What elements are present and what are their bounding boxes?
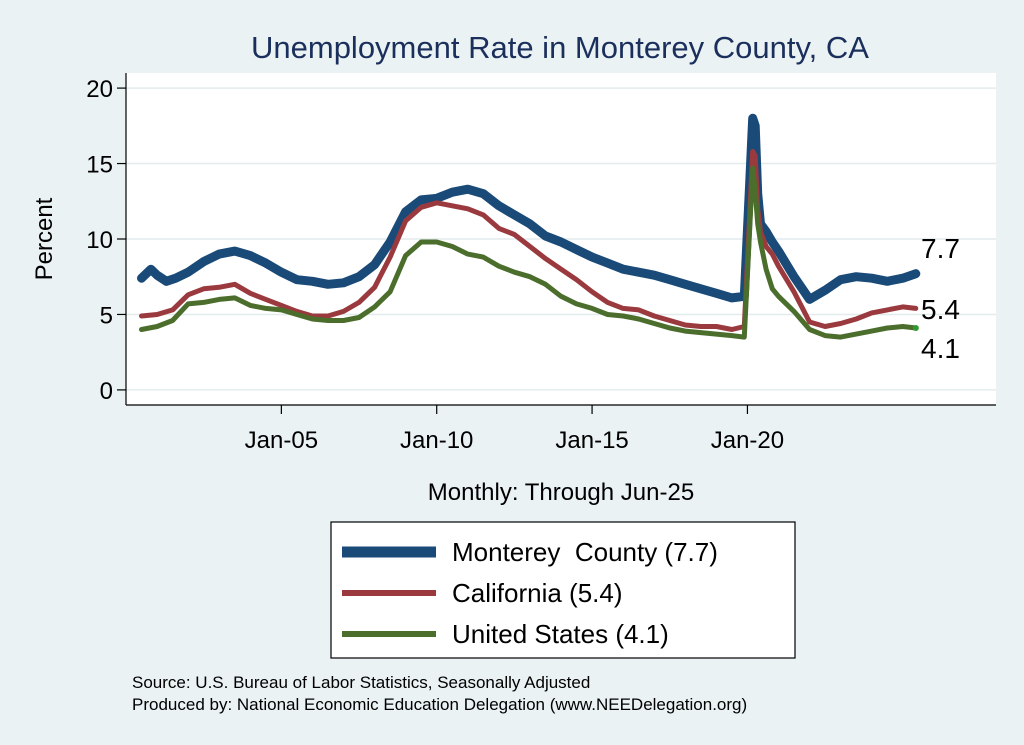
chart-title: Unemployment Rate in Monterey County, CA — [251, 30, 869, 65]
producer-note: Produced by: National Economic Education… — [132, 695, 747, 714]
series-line-1 — [139, 149, 919, 332]
legend-label-us: United States (4.1) — [452, 619, 669, 649]
y-tick-label-0: 0 — [100, 378, 113, 405]
series-lines — [137, 113, 921, 340]
series-line-2 — [139, 165, 919, 340]
source-note: Source: U.S. Bureau of Labor Statistics,… — [132, 673, 590, 692]
x-axis-title: Monthly: Through Jun-25 — [428, 479, 694, 506]
y-tick-label-20: 20 — [86, 76, 113, 103]
y-axis-ticks: 0 5 10 15 20 — [86, 76, 126, 405]
end-value-labels: 7.7 5.4 4.1 — [912, 233, 960, 364]
y-axis-title: Percent — [31, 197, 58, 280]
x-tick-label-Jan-10: Jan-10 — [400, 427, 473, 454]
end-label-2: 4.1 — [921, 333, 960, 364]
y-tick-label-10: 10 — [86, 227, 113, 254]
series-line-0 — [137, 113, 921, 304]
x-tick-label-Jan-20: Jan-20 — [711, 427, 784, 454]
x-tick-label-Jan-05: Jan-05 — [245, 427, 318, 454]
y-tick-label-5: 5 — [100, 302, 113, 329]
end-label-1: 5.4 — [921, 294, 960, 325]
us-endpoint-marker — [912, 325, 919, 332]
legend-label-california: California (5.4) — [452, 578, 623, 608]
x-axis-ticks: Jan-05 Jan-10 Jan-15 Jan-20 — [245, 405, 784, 454]
end-label-0: 7.7 — [921, 233, 960, 264]
x-tick-label-Jan-15: Jan-15 — [555, 427, 628, 454]
legend: Monterey County (7.7) California (5.4) U… — [330, 521, 796, 659]
y-tick-label-15: 15 — [86, 152, 113, 179]
legend-label-monterey: Monterey County (7.7) — [452, 537, 718, 567]
